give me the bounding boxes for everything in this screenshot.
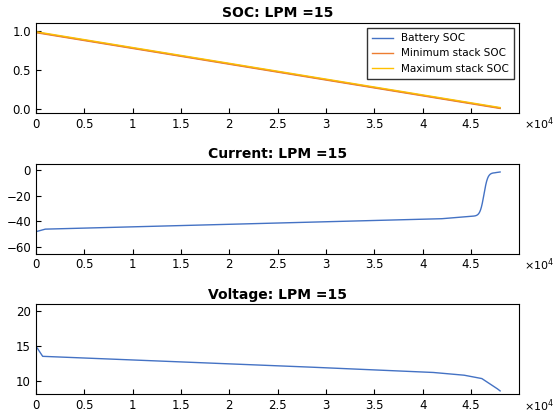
Legend: Battery SOC, Minimum stack SOC, Maximum stack SOC: Battery SOC, Minimum stack SOC, Maximum … — [367, 28, 514, 79]
Maximum stack SOC — [231, 62, 237, 67]
Maximum stack SOC — [497, 105, 503, 110]
Maximum stack SOC — [488, 104, 494, 109]
Minimum stack SOC — [437, 96, 444, 101]
Title: SOC: LPM =15: SOC: LPM =15 — [222, 6, 333, 20]
Line: Maximum stack SOC: Maximum stack SOC — [36, 32, 500, 108]
Battery SOC — [86, 38, 92, 43]
Minimum stack SOC — [211, 59, 217, 64]
Title: Current: LPM =15: Current: LPM =15 — [208, 147, 347, 161]
Line: Battery SOC: Battery SOC — [36, 32, 500, 108]
Text: $\times10^4$: $\times10^4$ — [524, 116, 554, 132]
Minimum stack SOC — [231, 63, 237, 68]
Battery SOC — [231, 62, 237, 67]
Line: Minimum stack SOC: Minimum stack SOC — [36, 33, 500, 108]
Minimum stack SOC — [32, 30, 39, 35]
Battery SOC — [113, 43, 120, 48]
Battery SOC — [488, 104, 494, 109]
Title: Voltage: LPM =15: Voltage: LPM =15 — [208, 288, 347, 302]
Battery SOC — [497, 105, 503, 110]
Battery SOC — [211, 59, 217, 64]
Maximum stack SOC — [113, 42, 120, 47]
Maximum stack SOC — [211, 58, 217, 63]
Maximum stack SOC — [86, 38, 92, 43]
Battery SOC — [437, 96, 444, 101]
Battery SOC — [32, 30, 39, 35]
Maximum stack SOC — [32, 29, 39, 34]
Minimum stack SOC — [497, 106, 503, 111]
Minimum stack SOC — [86, 39, 92, 44]
Text: $\times10^4$: $\times10^4$ — [524, 256, 554, 273]
Minimum stack SOC — [113, 43, 120, 48]
Maximum stack SOC — [437, 95, 444, 100]
Text: $\times10^4$: $\times10^4$ — [524, 397, 554, 414]
Minimum stack SOC — [488, 105, 494, 110]
